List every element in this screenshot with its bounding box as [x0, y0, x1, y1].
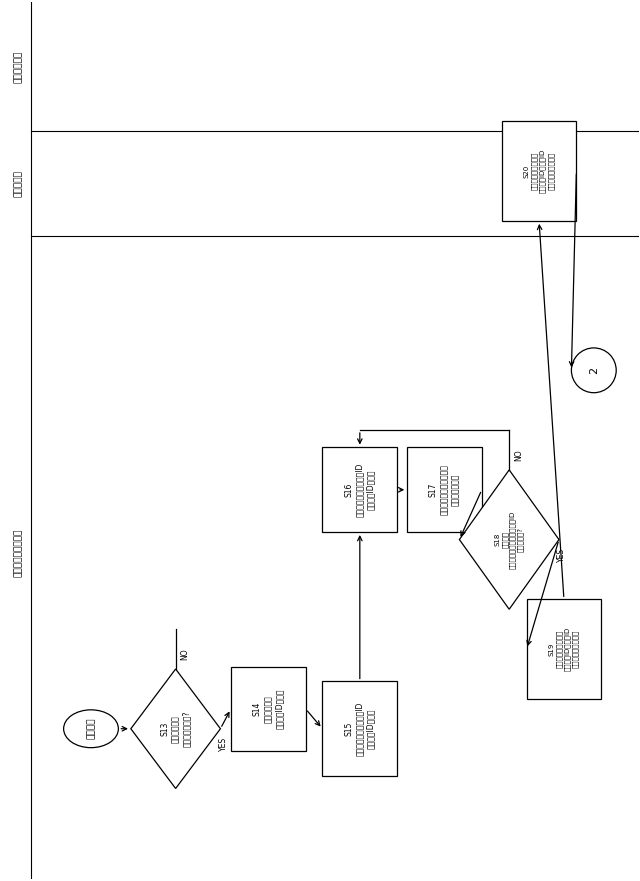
FancyBboxPatch shape [527, 599, 601, 699]
FancyBboxPatch shape [502, 122, 577, 221]
Text: S14
ー又は複数の
ビーコンIDを取得: S14 ー又は複数の ビーコンIDを取得 [253, 689, 284, 729]
FancyBboxPatch shape [323, 448, 397, 532]
Text: YES: YES [557, 547, 566, 562]
Text: 携帯端末装置: 携帯端末装置 [14, 50, 23, 83]
Polygon shape [460, 470, 559, 610]
Text: S16
ー又は複数のビーコンID
及び端末IDを取得: S16 ー又は複数のビーコンID 及び端末IDを取得 [344, 463, 376, 517]
Polygon shape [131, 669, 220, 788]
Text: サーバ装置: サーバ装置 [14, 170, 23, 196]
Text: 2: 2 [589, 366, 599, 374]
Text: S15
ー又は複数のビーコンID
及び端末IDを出力: S15 ー又は複数のビーコンID 及び端末IDを出力 [344, 701, 376, 756]
Text: スタート: スタート [86, 718, 95, 739]
Text: NO: NO [514, 449, 523, 461]
Text: YES: YES [219, 737, 228, 751]
Text: コンテンツ出力装置: コンテンツ出力装置 [14, 529, 23, 577]
FancyBboxPatch shape [231, 667, 305, 751]
FancyBboxPatch shape [323, 681, 397, 776]
Text: S18
特定した
グループの全てのビーコンID
が取得終了?: S18 特定した グループの全てのビーコンID が取得終了? [495, 510, 524, 569]
Text: S13
ー又は複数の
無線信号を受信?: S13 ー又は複数の 無線信号を受信? [161, 711, 191, 747]
FancyBboxPatch shape [407, 448, 482, 532]
Text: S20
特定したグループの
ビーコンID、端末ID
及びグループを取得: S20 特定したグループの ビーコンID、端末ID 及びグループを取得 [524, 149, 554, 193]
Text: S17
ー又は複数のビーコンの
グループを特定: S17 ー又は複数のビーコンの グループを特定 [429, 464, 460, 515]
Text: NO: NO [180, 648, 189, 660]
Ellipse shape [572, 348, 616, 393]
Ellipse shape [63, 710, 118, 748]
Text: S19
特定したグループの
ビーコンID、端末ID
及びグループを出力: S19 特定したグループの ビーコンID、端末ID 及びグループを出力 [548, 627, 579, 671]
